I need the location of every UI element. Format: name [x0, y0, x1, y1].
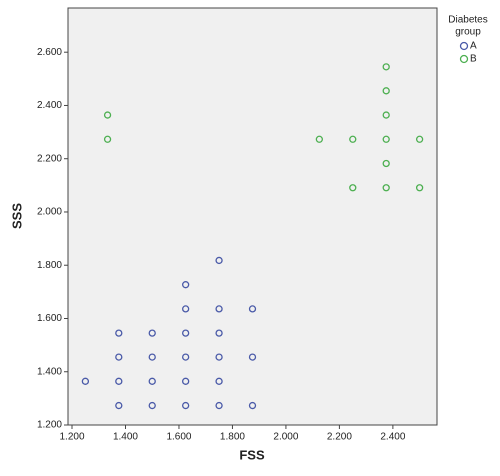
plot-area [67, 7, 438, 426]
point [103, 135, 112, 143]
point [215, 377, 223, 385]
x-tick-label: 1.600 [166, 432, 191, 443]
y-tick-label: 2.000 [37, 207, 62, 218]
legend-marker [459, 41, 469, 51]
point [215, 256, 223, 265]
point [315, 135, 323, 143]
legend-label: A [470, 41, 477, 52]
x-tick-label: 2.000 [273, 432, 298, 443]
point [382, 184, 390, 192]
x-tick-label: 2.400 [380, 432, 405, 443]
y-tick-label: 1.600 [37, 313, 62, 324]
legend-label: B [470, 54, 477, 65]
point [215, 353, 223, 361]
point [115, 353, 123, 361]
point [415, 184, 424, 192]
point [382, 135, 390, 143]
point [148, 401, 156, 410]
point [215, 329, 223, 337]
x-tick-label: 1.400 [113, 432, 138, 443]
point [382, 87, 390, 95]
point [415, 135, 424, 143]
point [248, 401, 257, 410]
point [182, 377, 190, 385]
point [115, 401, 123, 410]
point [182, 305, 190, 313]
y-axis-title: SSS [9, 203, 24, 229]
point [215, 401, 223, 410]
legend-title: Diabetes [448, 15, 487, 26]
point [182, 281, 190, 289]
point [248, 305, 257, 313]
point [182, 401, 190, 410]
y-tick-label: 2.600 [37, 47, 62, 58]
point [182, 329, 190, 337]
point [103, 111, 112, 119]
point [115, 377, 123, 385]
point [215, 305, 223, 313]
y-tick-label: 1.400 [37, 366, 62, 377]
point [148, 329, 156, 337]
y-tick-label: 1.200 [37, 420, 62, 431]
point [382, 159, 390, 168]
point [115, 329, 123, 337]
point [382, 63, 390, 71]
point [148, 353, 156, 361]
point [182, 353, 190, 361]
point [349, 135, 357, 143]
point [349, 184, 357, 192]
x-tick-label: 1.800 [220, 432, 245, 443]
y-tick-label: 2.400 [37, 100, 62, 111]
point [81, 377, 90, 385]
point [382, 111, 390, 119]
point [248, 353, 257, 361]
point [148, 377, 156, 385]
legend-title: group [455, 27, 481, 38]
x-tick-label: 2.200 [327, 432, 352, 443]
x-tick-label: 1.200 [59, 432, 84, 443]
legend-marker [459, 54, 469, 64]
y-tick-label: 2.200 [37, 153, 62, 164]
x-axis-title: FSS [239, 447, 265, 462]
y-tick-label: 1.800 [37, 260, 62, 271]
